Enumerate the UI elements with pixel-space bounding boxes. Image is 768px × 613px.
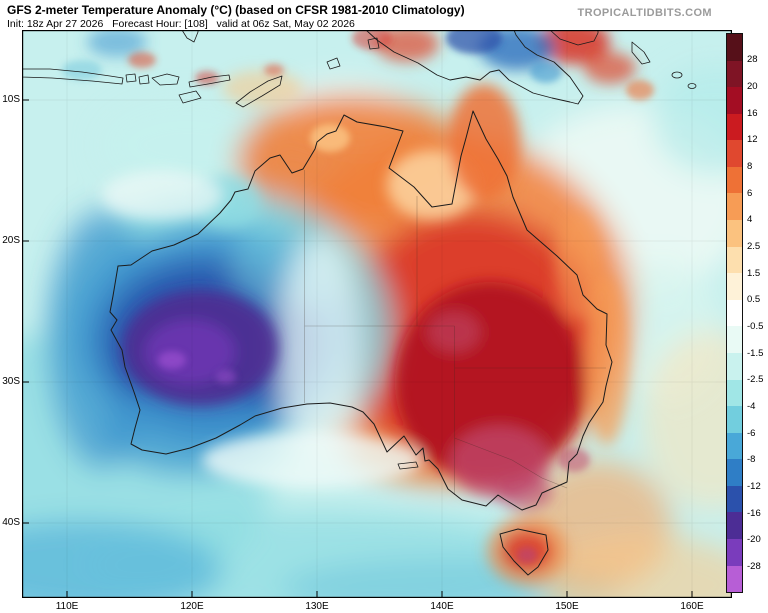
colorbar-tick-label: 1.5 bbox=[747, 267, 761, 279]
colorbar-segment bbox=[727, 166, 742, 194]
new-britain-coastline bbox=[549, 30, 599, 46]
colorbar-tick-label: -12 bbox=[747, 480, 761, 492]
colorbar-tick-label: 2.5 bbox=[747, 240, 761, 252]
colorbar-segment bbox=[727, 379, 742, 407]
state-borders bbox=[304, 170, 606, 495]
colorbar-segment bbox=[727, 299, 742, 327]
flores-coastline bbox=[188, 74, 231, 88]
graticule bbox=[22, 30, 732, 598]
lon-tick-label: 150E bbox=[555, 601, 579, 612]
aru-coastline bbox=[367, 37, 380, 50]
colorbar-segment bbox=[727, 113, 742, 141]
lon-tick-label: 160E bbox=[680, 601, 704, 612]
tropicaltidbits-watermark: TROPICALTIDBITS.COM bbox=[577, 7, 712, 19]
tasmania-coastline bbox=[499, 528, 549, 576]
colorbar-segment bbox=[727, 512, 742, 539]
colorbar-labels: 28 20 16 12 8 6 4 2.5 1.5 0.5 -0.5 -1.5 -2.5 -4 -6 -8 -1… bbox=[726, 33, 768, 593]
colorbar-tick-label: -16 bbox=[747, 507, 761, 519]
lat-tick-label: 20S bbox=[2, 235, 20, 246]
solomon-island bbox=[671, 71, 683, 79]
solomon-island bbox=[687, 83, 697, 89]
colorbar-tick-label: -1.5 bbox=[747, 347, 764, 359]
java-coastline bbox=[22, 68, 124, 85]
colorbar-segment bbox=[727, 273, 742, 300]
anomaly-field-medium bbox=[87, 30, 636, 585]
colorbar-tick-label: 6 bbox=[747, 187, 753, 199]
lon-tick-label: 140E bbox=[430, 601, 454, 612]
anomaly-map bbox=[22, 30, 732, 598]
colorbar-tick-label: 0.5 bbox=[747, 294, 761, 306]
lon-tick-label: 130E bbox=[305, 601, 329, 612]
bougainville-coastline bbox=[631, 41, 651, 65]
colorbar-tick-label: 12 bbox=[747, 134, 758, 146]
lombok-coastline bbox=[138, 74, 150, 85]
init-forecast-line: Init: 18z Apr 27 2026 Forecast Hour: [10… bbox=[7, 18, 355, 30]
colorbar-segment bbox=[727, 220, 742, 247]
colorbar-tick-label: 20 bbox=[747, 80, 758, 92]
colorbar-segment bbox=[727, 352, 742, 380]
tanimbar-coastline bbox=[326, 57, 341, 70]
colorbar-segment bbox=[727, 565, 742, 593]
bali-coastline bbox=[125, 73, 137, 83]
lon-tick-label: 110E bbox=[55, 601, 79, 612]
colorbar-tick-label: -28 bbox=[747, 560, 761, 572]
kangaroo-island-coastline bbox=[397, 461, 419, 470]
axis-ticks bbox=[22, 99, 693, 598]
anomaly-field-small bbox=[62, 30, 654, 563]
australia-coastline bbox=[109, 110, 613, 511]
colorbar-segment bbox=[727, 459, 742, 486]
colorbar-tick-label: -8 bbox=[747, 454, 756, 466]
sumbawa-coastline bbox=[151, 73, 180, 86]
colorbar-segment bbox=[727, 34, 742, 61]
lat-tick-label: 40S bbox=[2, 517, 20, 528]
lon-tick-label: 120E bbox=[180, 601, 204, 612]
colorbar-segment bbox=[727, 538, 742, 566]
colorbar-segment bbox=[727, 246, 742, 274]
sulawesi-coastline bbox=[181, 30, 199, 43]
timor-coastline bbox=[235, 75, 283, 108]
colorbar: 28 20 16 12 8 6 4 2.5 1.5 0.5 -0.5 -1.5 -2.5 -4 -6 -8 -1… bbox=[726, 33, 768, 593]
colorbar-segment bbox=[727, 140, 742, 167]
map-area bbox=[22, 30, 732, 598]
lat-tick-label: 30S bbox=[2, 376, 20, 387]
colorbar-tick-label: -20 bbox=[747, 534, 761, 546]
colorbar-strip bbox=[726, 33, 743, 593]
colorbar-segment bbox=[727, 193, 742, 221]
colorbar-segment bbox=[727, 87, 742, 114]
colorbar-tick-label: 28 bbox=[747, 54, 758, 66]
page-title: GFS 2-meter Temperature Anomaly (°C) (ba… bbox=[7, 3, 465, 17]
colorbar-tick-label: 4 bbox=[747, 214, 753, 226]
sumba-coastline bbox=[178, 90, 202, 104]
colorbar-tick-label: 16 bbox=[747, 107, 758, 119]
colorbar-tick-label: -4 bbox=[747, 400, 756, 412]
colorbar-segment bbox=[727, 60, 742, 88]
colorbar-tick-label: 8 bbox=[747, 160, 753, 172]
colorbar-tick-label: -0.5 bbox=[747, 320, 764, 332]
colorbar-segment bbox=[727, 432, 742, 460]
coastlines bbox=[22, 30, 697, 576]
new-guinea-coastline bbox=[365, 30, 584, 105]
lat-tick-label: 10S bbox=[2, 94, 20, 105]
colorbar-segment bbox=[727, 406, 742, 433]
colorbar-segment bbox=[727, 485, 742, 513]
colorbar-tick-label: -6 bbox=[747, 427, 756, 439]
colorbar-segment bbox=[727, 326, 742, 353]
colorbar-tick-label: -2.5 bbox=[747, 374, 764, 386]
